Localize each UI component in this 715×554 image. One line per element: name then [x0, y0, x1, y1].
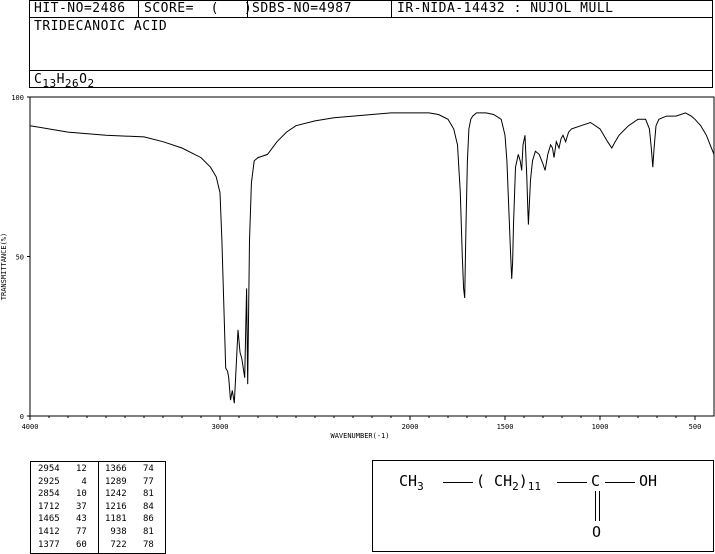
peak-row: 2954 12: [38, 464, 87, 474]
peak-row: 1712 37: [38, 502, 87, 512]
x-axis: 4000 3000 2000 1500 1000 500: [22, 416, 702, 431]
peak-wavenumber: 2925: [38, 476, 60, 487]
spectrum-line: [29, 112, 715, 404]
peak-wavenumber: 1712: [38, 501, 60, 512]
peak-wavenumber: 722: [105, 539, 127, 550]
peak-wavenumber: 2854: [38, 489, 60, 500]
x-tick-label: 3000: [212, 423, 229, 431]
structure-ch3: CH3: [399, 472, 424, 494]
peak-transmittance: 4: [59, 476, 87, 487]
peak-row: 1181 86: [105, 514, 154, 524]
bond-1: [443, 482, 473, 483]
plot-frame: [29, 96, 715, 417]
peak-transmittance: 78: [126, 539, 154, 550]
y-axis-label: TRANSMITTANCE(%): [0, 233, 8, 300]
y-tick-label: 50: [16, 254, 24, 262]
bond-3: [605, 482, 635, 483]
peak-table-divider: [98, 462, 99, 553]
y-tick-label: 100: [11, 94, 24, 102]
structure-oh: OH: [639, 472, 658, 490]
peak-row: 1216 84: [105, 502, 154, 512]
ir-spectrum-chart: 0 50 100 4000 3000 2000 1500 1000 500 WAVENUMBE…: [0, 94, 715, 440]
peak-row: 1465 43: [38, 514, 87, 524]
peak-wavenumber: 1289: [105, 476, 127, 487]
x-tick-label: 4000: [22, 423, 39, 431]
peak-transmittance: 12: [59, 464, 87, 474]
x-tick-label: 2000: [402, 423, 419, 431]
peak-row: 1377 60: [38, 540, 87, 550]
peak-row: 2925 4: [38, 477, 87, 487]
peak-transmittance: 86: [126, 514, 154, 525]
peak-transmittance: 77: [126, 476, 154, 487]
compound-name: TRIDECANOIC ACID: [34, 19, 168, 34]
peak-transmittance: 77: [59, 527, 87, 537]
double-bond-2: [599, 491, 600, 521]
peak-row: 1289 77: [105, 477, 154, 487]
peak-wavenumber: 1465: [38, 514, 60, 525]
y-axis: 0 50 100: [11, 94, 30, 421]
peak-row: 938 81: [105, 527, 154, 537]
hit-no: HIT-NO=2486: [34, 1, 126, 16]
bond-2: [557, 482, 587, 483]
x-tick-label: 1000: [592, 423, 609, 431]
structure-carbon: C: [591, 472, 601, 490]
peak-wavenumber: 2954: [38, 464, 60, 474]
peak-wavenumber: 1366: [105, 464, 127, 474]
x-tick-label: 500: [689, 423, 702, 431]
score: SCORE= ( ): [144, 1, 253, 16]
peak-row: 1412 77: [38, 527, 87, 537]
double-bond-1: [595, 491, 596, 521]
peak-wavenumber: 1412: [38, 527, 60, 537]
peak-transmittance: 60: [59, 539, 87, 550]
peak-row: 1242 81: [105, 489, 154, 499]
peak-transmittance: 43: [59, 514, 87, 525]
spectrum-header: HIT-NO=2486 SCORE= ( ) SDBS-NO=4987 IR-N…: [29, 0, 713, 90]
peak-transmittance: 37: [59, 501, 87, 512]
x-tick-label: 1500: [497, 423, 514, 431]
peak-row: 1366 74: [105, 464, 154, 474]
x-axis-label: WAVENUMBER(-1): [330, 432, 389, 440]
peak-transmittance: 81: [126, 527, 154, 537]
peak-wavenumber: 1181: [105, 514, 127, 525]
peak-transmittance: 84: [126, 501, 154, 512]
peak-row: 2854 10: [38, 489, 87, 499]
molecular-formula: C13H26O2: [34, 72, 95, 90]
structure-ch2-group: ( CH2)11: [476, 472, 542, 494]
peak-transmittance: 10: [59, 489, 87, 500]
header-formula-box: [29, 70, 713, 88]
peak-wavenumber: 1242: [105, 489, 127, 500]
sdbs-no: SDBS-NO=4987: [252, 1, 352, 16]
y-tick-label: 0: [20, 413, 24, 421]
peak-wavenumber: 1377: [38, 539, 60, 550]
peak-table: 2954 12 2925 4 2854 10 1712 37 1465 43 1412 7…: [30, 461, 166, 554]
peak-transmittance: 74: [126, 464, 154, 474]
peak-transmittance: 81: [126, 489, 154, 500]
peak-wavenumber: 938: [105, 527, 127, 537]
peak-wavenumber: 1216: [105, 501, 127, 512]
structure-oxygen: O: [592, 523, 602, 541]
ir-id: IR-NIDA-14432 : NUJOL MULL: [397, 1, 614, 16]
structure-box: CH3 ( CH2)11 C OH O: [372, 460, 714, 552]
peak-row: 722 78: [105, 539, 154, 550]
